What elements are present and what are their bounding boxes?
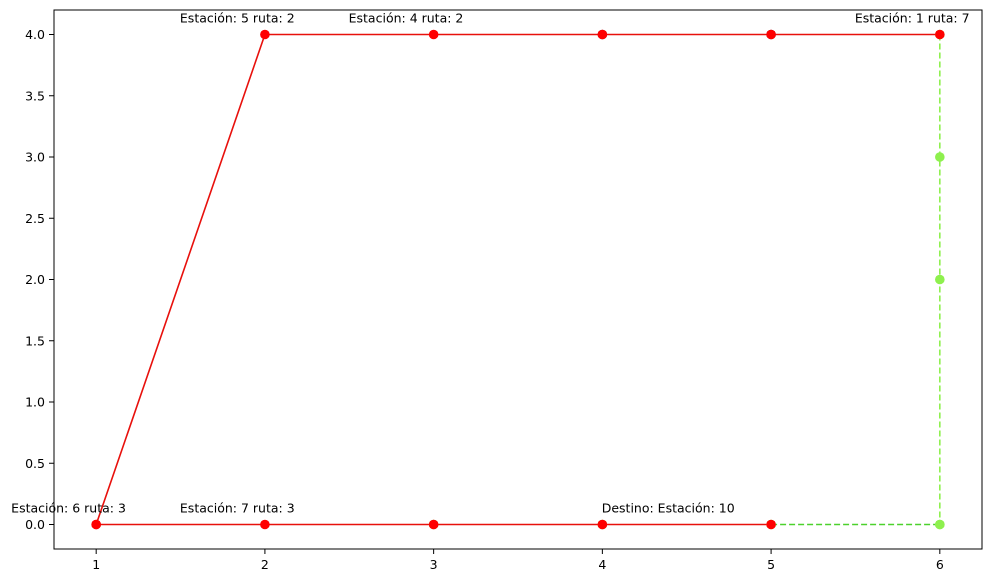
data-point-5-1	[260, 519, 270, 530]
y-tick-label: 4.0	[25, 27, 45, 42]
y-tick-label: 3.0	[25, 150, 45, 165]
annotation-layer: Estación: 5 ruta: 2 Estación: 4 ruta: 2 Es…	[11, 11, 969, 516]
marker-layer	[91, 29, 945, 530]
y-axis: 0.0 0.5 1.0 1.5 2.0 2.5 3.0 3.5 4.0	[25, 27, 54, 532]
annotation-5: Destino: Estación: 10	[602, 501, 735, 516]
data-point-5-0	[91, 519, 101, 530]
x-tick-label: 6	[936, 557, 944, 572]
data-point-1-1	[935, 519, 945, 530]
data-point-4-1	[260, 29, 270, 40]
annotation-2: Estación: 1 ruta: 7	[855, 11, 970, 26]
annotation-0: Estación: 5 ruta: 2	[180, 11, 295, 26]
annotation-3: Estación: 6 ruta: 3	[11, 501, 126, 516]
data-point-4-5	[935, 29, 945, 40]
annotation-1: Estación: 4 ruta: 2	[349, 11, 464, 26]
y-tick-label: 1.0	[25, 395, 45, 410]
data-point-5-4	[766, 519, 776, 530]
y-tick-label: 2.5	[25, 211, 45, 226]
data-point-5-2	[428, 519, 439, 530]
data-point-0-1	[935, 152, 945, 162]
y-tick-label: 0.5	[25, 456, 45, 471]
x-tick-label: 5	[767, 557, 775, 572]
data-point-5-3	[597, 519, 608, 530]
y-tick-label: 2.0	[25, 272, 45, 287]
data-point-4-3	[597, 29, 608, 40]
x-tick-label: 1	[92, 557, 100, 572]
x-tick-label: 3	[430, 557, 438, 572]
y-tick-label: 0.0	[25, 517, 45, 532]
y-tick-label: 3.5	[25, 88, 45, 103]
x-tick-label: 2	[261, 557, 269, 572]
series-line-4	[95, 33, 940, 525]
x-tick-label: 4	[598, 557, 606, 572]
series-layer	[95, 33, 941, 526]
data-point-4-4	[766, 29, 776, 40]
annotation-4: Estación: 7 ruta: 3	[180, 501, 295, 516]
y-tick-label: 1.5	[25, 333, 45, 348]
data-point-4-2	[428, 29, 439, 40]
x-axis: 1 2 3 4 5 6	[92, 549, 944, 572]
data-point-0-2	[935, 274, 945, 285]
